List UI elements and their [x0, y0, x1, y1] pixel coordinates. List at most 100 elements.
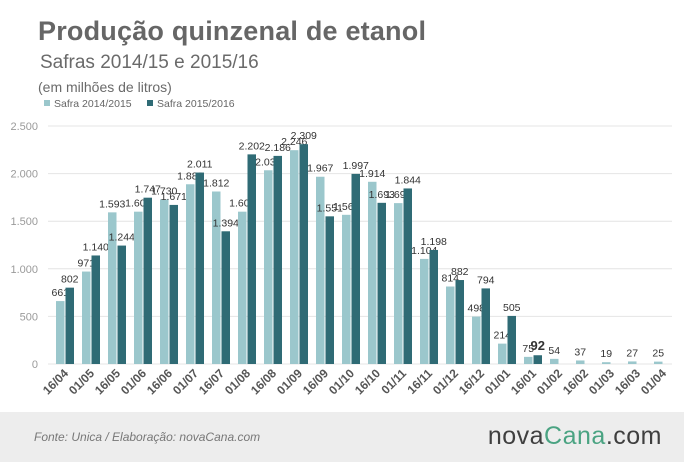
- bar: [429, 249, 438, 364]
- y-tick-label: 500: [20, 311, 38, 323]
- value-label: 2.202: [239, 140, 265, 152]
- bar: [403, 188, 412, 364]
- bar: [342, 214, 351, 364]
- value-label: 19: [600, 348, 612, 360]
- value-label: 2.186: [265, 142, 291, 154]
- bar: [420, 258, 429, 364]
- x-tick-label: 16/01: [508, 366, 539, 397]
- value-label: 1.914: [359, 168, 385, 180]
- bar: [507, 315, 516, 364]
- value-label: 661: [51, 287, 69, 299]
- bar: [143, 197, 152, 364]
- y-tick-label: 2.000: [10, 169, 38, 181]
- brand-logo: novaCana.com: [488, 422, 662, 451]
- value-label: 75: [522, 343, 534, 355]
- x-tick-label: 01/05: [66, 366, 97, 397]
- legend-swatch: [147, 100, 153, 106]
- value-label: 1.844: [395, 174, 421, 186]
- bar: [290, 150, 299, 364]
- bar: [524, 356, 533, 364]
- bar: [56, 301, 65, 364]
- x-tick-label: 16/02: [560, 366, 591, 397]
- x-tick-label: 16/10: [352, 366, 383, 397]
- brand-suffix: .com: [605, 422, 662, 450]
- x-tick-label: 16/11: [404, 366, 435, 397]
- value-label: 1.671: [161, 191, 187, 203]
- x-tick-label: 01/01: [482, 366, 513, 397]
- x-tick-label: 01/07: [170, 366, 201, 397]
- legend-label: Safra 2015/2016: [157, 98, 235, 110]
- bar: [247, 154, 256, 364]
- value-label: 37: [574, 346, 586, 358]
- value-label: 802: [61, 274, 79, 286]
- x-tick-label: 01/11: [378, 366, 409, 397]
- bar: [160, 199, 169, 364]
- x-tick-label: 16/08: [248, 366, 279, 397]
- bar: [446, 286, 455, 364]
- bar: [65, 287, 74, 364]
- y-tick-label: 2.500: [10, 121, 38, 133]
- value-label: 1.244: [109, 232, 135, 244]
- bar: [186, 184, 195, 364]
- bar: [351, 173, 360, 364]
- footer-bar: [0, 412, 684, 462]
- value-label: 1.593: [99, 198, 125, 210]
- value-label: 1.140: [83, 241, 109, 253]
- y-tick-label: 1.500: [10, 216, 38, 228]
- x-tick-label: 16/06: [144, 366, 175, 397]
- bar: [134, 211, 143, 364]
- source-note: Fonte: Unica / Elaboração: novaCana.com: [34, 430, 261, 444]
- value-label: 1.551: [317, 202, 343, 214]
- value-label: 92: [531, 338, 545, 353]
- x-tick-label: 01/02: [534, 366, 565, 397]
- bar: [654, 361, 663, 364]
- bar: [238, 211, 247, 364]
- y-tick-label: 0: [32, 359, 38, 371]
- bar: [481, 288, 490, 364]
- bar: [91, 255, 100, 364]
- bar: [325, 216, 334, 364]
- value-label: 1.967: [307, 163, 333, 175]
- bar-chart: 0 500 1.000 1.500 2.000 2.500 Safra 2014/2015 S…: [10, 98, 672, 397]
- chart-title: Produção quinzenal de etanol: [38, 16, 427, 46]
- value-label: 814: [441, 273, 459, 285]
- legend-label: Safra 2014/2015: [54, 98, 132, 110]
- bar: [576, 360, 585, 364]
- value-label: 505: [503, 302, 521, 314]
- bar: [628, 361, 637, 364]
- value-label: 1.812: [203, 177, 229, 189]
- x-tick-label: 16/12: [456, 366, 487, 397]
- bar: [498, 343, 507, 364]
- x-tick-label: 16/09: [300, 366, 331, 397]
- bar: [264, 170, 273, 364]
- x-tick-label: 01/04: [638, 366, 669, 397]
- value-label: 1.693: [369, 189, 395, 201]
- bar: [82, 271, 91, 364]
- x-tick-label: 01/12: [430, 366, 461, 397]
- x-tick-label: 16/04: [40, 366, 71, 397]
- bar: [394, 203, 403, 364]
- value-label: 882: [451, 266, 469, 278]
- bar: [316, 176, 325, 364]
- chart-subtitle: Safras 2014/15 e 2015/16: [40, 52, 259, 73]
- bar: [195, 172, 204, 364]
- x-tick-label: 01/09: [274, 366, 305, 397]
- x-tick-label: 01/03: [586, 366, 617, 397]
- brand-accent: Cana: [544, 422, 606, 450]
- value-label: 27: [626, 347, 638, 359]
- x-tick-label: 01/08: [222, 366, 253, 397]
- bar: [533, 355, 542, 364]
- x-tick-label: 01/06: [118, 366, 149, 397]
- bar: [221, 231, 230, 364]
- value-label: 54: [548, 345, 560, 357]
- bar: [299, 144, 308, 364]
- value-label: 498: [467, 303, 485, 315]
- bar: [602, 362, 611, 364]
- value-label: 1.394: [213, 217, 239, 229]
- value-label: 214: [493, 330, 511, 342]
- value-label: 1.198: [421, 236, 447, 248]
- x-tick-label: 16/05: [92, 366, 123, 397]
- value-label: 2.011: [187, 159, 213, 171]
- bar: [117, 245, 126, 364]
